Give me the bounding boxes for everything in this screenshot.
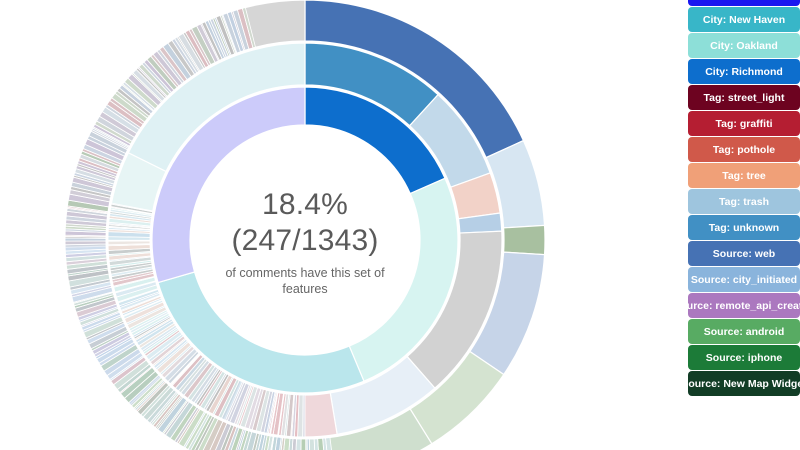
legend-item-label: Source: New Map Widget — [681, 377, 800, 390]
sunburst-segment[interactable] — [64, 240, 107, 246]
sunburst-svg[interactable] — [0, 0, 680, 450]
legend-item-label: Tag: graffiti — [715, 117, 773, 130]
legend-item-label: Source: iphone — [705, 351, 783, 364]
legend-item-label: City: New Haven — [702, 13, 786, 26]
legend-item[interactable]: City: Richmond — [688, 59, 800, 84]
legend-item-label: Source: remote_api_created — [673, 299, 800, 312]
legend-item-label: Source: city_initiated — [690, 273, 798, 286]
legend-item[interactable] — [688, 0, 800, 6]
legend-item[interactable]: Tag: pothole — [688, 137, 800, 162]
legend-item-label: Tag: pothole — [712, 143, 776, 156]
sunburst-ring-outer-slivers — [64, 7, 332, 450]
legend-item-label: Tag: tree — [722, 169, 766, 182]
legend-item[interactable]: Source: iphone — [688, 345, 800, 370]
sunburst-segment[interactable] — [502, 224, 546, 256]
legend-item[interactable]: Source: remote_api_created — [673, 293, 800, 318]
legend-item[interactable]: City: Oakland — [688, 33, 800, 58]
sunburst-segment[interactable] — [127, 42, 306, 173]
legend-item[interactable]: Tag: street_light — [688, 85, 800, 110]
legend-item-label: City: Richmond — [705, 65, 783, 78]
legend-item-label: City: Oakland — [710, 39, 778, 52]
legend-item[interactable]: Tag: trash — [688, 189, 800, 214]
legend-item[interactable]: Tag: graffiti — [688, 111, 800, 136]
legend-item[interactable]: Source: New Map Widget — [681, 371, 800, 396]
sunburst-segment[interactable] — [241, 7, 256, 49]
legend-item[interactable]: Tag: tree — [688, 163, 800, 188]
legend-item-label: Tag: unknown — [708, 221, 780, 234]
legend-item-label: Source: web — [712, 247, 776, 260]
legend-item[interactable]: Source: web — [688, 241, 800, 266]
legend-item-label: Tag: street_light — [703, 91, 785, 104]
legend-item[interactable]: Tag: unknown — [688, 215, 800, 240]
legend-item[interactable]: Source: android — [688, 319, 800, 344]
sunburst-ring-inner[interactable] — [151, 86, 459, 394]
sunburst-chart[interactable] — [0, 0, 680, 450]
donut-hole — [190, 125, 420, 355]
legend[interactable]: City: New Haven City: Oakland City: Richmo… — [673, 0, 800, 396]
sunburst-segment[interactable] — [110, 202, 154, 213]
legend-item[interactable]: City: New Haven — [688, 7, 800, 32]
sunburst-ring-middle-slivers — [107, 202, 306, 438]
legend-item[interactable]: Source: city_initiated — [688, 267, 800, 292]
legend-item-label: Tag: trash — [719, 195, 769, 208]
legend-item-label: Source: android — [703, 325, 785, 338]
